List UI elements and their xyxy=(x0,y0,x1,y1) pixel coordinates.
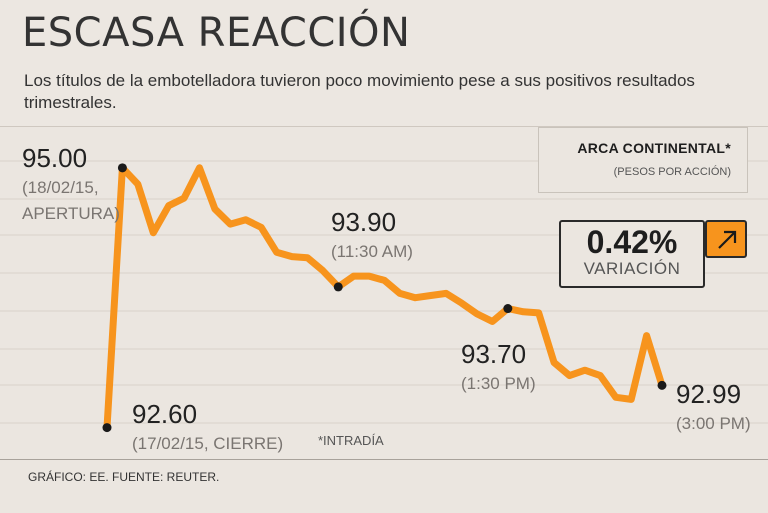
data-label-value: 95.00 xyxy=(22,143,87,173)
legend-units: (PESOS POR ACCIÓN) xyxy=(613,166,731,178)
legend-box: ARCA CONTINENTAL* (PESOS POR ACCIÓN) xyxy=(538,127,748,193)
data-point-marker-36 xyxy=(657,380,667,390)
chart-title: ESCASA REACCIÓN xyxy=(22,10,411,56)
data-label-sub: (11:30 AM) xyxy=(331,242,413,261)
variation-box: 0.42% VARIACIÓN xyxy=(559,220,705,288)
data-label-value: 93.90 xyxy=(331,207,396,237)
data-label-value: 93.70 xyxy=(461,339,526,369)
footer: GRÁFICO: EE. FUENTE: REUTER. xyxy=(0,459,768,513)
data-point-marker-1 xyxy=(117,163,127,173)
line-chart: 95.00 (18/02/15, APERTURA) 93.90 (11:30 AM) 9… xyxy=(0,143,768,453)
variation-value: 0.42% xyxy=(586,224,678,260)
data-label-sub2: APERTURA) xyxy=(22,204,120,223)
data-point-marker-0 xyxy=(102,423,112,433)
data-label-sub: (1:30 PM) xyxy=(461,374,536,393)
variation-label: VARIACIÓN xyxy=(583,259,681,278)
data-label-sub: (17/02/15, CIERRE) xyxy=(132,434,283,453)
data-point-marker-15 xyxy=(333,282,343,292)
footer-credit: GRÁFICO: EE. FUENTE: REUTER. xyxy=(28,470,220,484)
legend-company: ARCA CONTINENTAL* xyxy=(577,140,731,156)
arrow-up-right-icon xyxy=(705,220,747,258)
footnote-intraday: *INTRADÍA xyxy=(318,433,384,448)
data-label-value: 92.60 xyxy=(132,399,197,429)
data-label-value: 92.99 xyxy=(676,379,741,409)
price-line xyxy=(103,164,666,432)
data-label-sub: (3:00 PM) xyxy=(676,414,751,433)
chart-subtitle: Los títulos de la embotelladora tuvieron… xyxy=(24,71,695,112)
data-point-marker-26 xyxy=(503,304,513,314)
data-label-sub: (18/02/15, xyxy=(22,178,99,197)
